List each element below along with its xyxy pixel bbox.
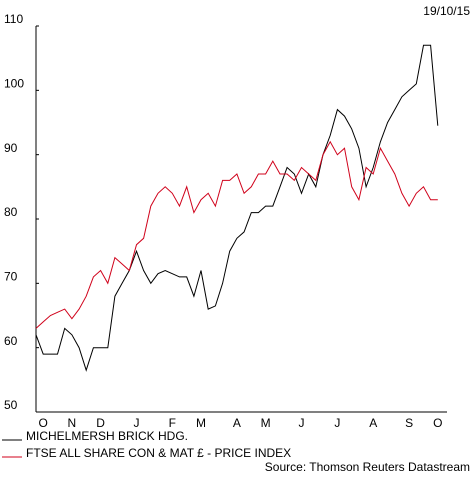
y-tick-label: 70	[4, 270, 18, 284]
legend-label: FTSE ALL SHARE CON & MAT £ - PRICE INDEX	[26, 446, 291, 460]
x-tick-label: A	[233, 416, 241, 430]
x-tick-label: M	[261, 416, 271, 430]
y-tick-label: 60	[4, 334, 18, 348]
x-tick-label: A	[369, 416, 377, 430]
y-tick-label: 100	[4, 77, 24, 91]
source-note: Source: Thomson Reuters Datastream	[265, 460, 470, 474]
series-line	[35, 44, 439, 372]
x-tick-label: O	[433, 416, 442, 430]
y-tick-label: 50	[4, 398, 18, 412]
x-tick-label: J	[334, 416, 340, 430]
x-tick-label: M	[196, 416, 206, 430]
x-tick-label: F	[169, 416, 176, 430]
x-tick-label: J	[298, 416, 304, 430]
chart-date: 19/10/15	[423, 4, 470, 18]
y-tick-label: 80	[4, 205, 18, 219]
x-tick-label: J	[133, 416, 139, 430]
x-tick-label: O	[39, 416, 48, 430]
y-tick-label: 110	[4, 12, 23, 26]
legend-label: MICHELMERSH BRICK HDG.	[26, 429, 188, 443]
y-tick-label: 90	[4, 141, 18, 155]
x-tick-label: N	[68, 416, 77, 430]
series-line	[35, 140, 438, 329]
x-tick-label: S	[405, 416, 413, 430]
x-tick-label: D	[96, 416, 105, 430]
